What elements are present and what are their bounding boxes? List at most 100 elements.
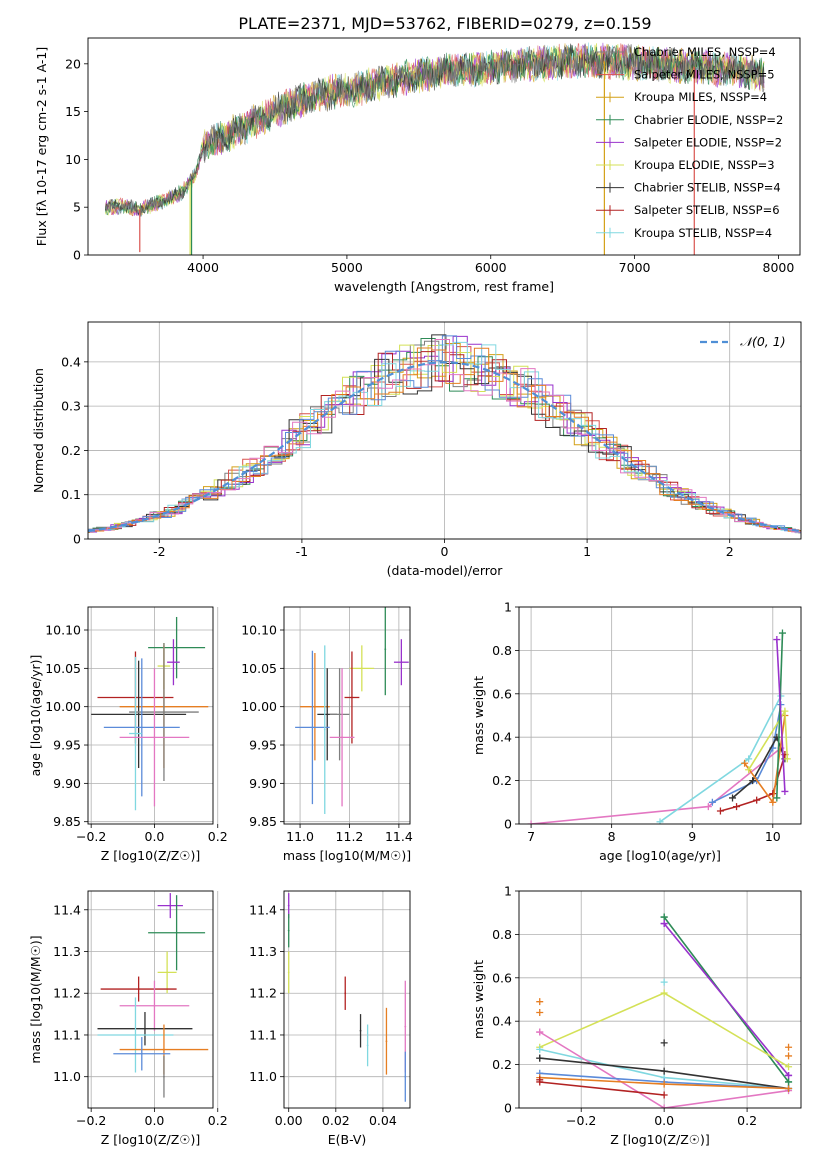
y-tick-label: 0.2 (492, 1057, 512, 1072)
age-vs-metallicity-panel: −0.2 0.0 0.2 9.85 9.90 9.95 10.00 10.05 10.10 Z [… (28, 606, 228, 863)
series-line (539, 1081, 665, 1096)
y-axis-label: mass [log10(M/M☉)] (28, 935, 43, 1063)
y-tick-label: 0.8 (492, 643, 512, 658)
series-marker (741, 759, 749, 767)
y-tick-label: 0.8 (492, 927, 512, 942)
x-tick-label: −0.2 (76, 1113, 106, 1128)
y-tick-label: 11.0 (249, 1069, 277, 1084)
data-point (311, 726, 314, 729)
axes-frame (518, 890, 802, 1109)
series-marker (778, 629, 786, 637)
weight-vs-age-panel: 7 8 9 10 0 0.2 0.4 0.6 0.8 1 age [log10(age/yr)] ma… (471, 600, 802, 863)
x-tick-label: 5000 (331, 260, 363, 275)
series-marker (660, 1104, 668, 1108)
point-marker (785, 1043, 793, 1051)
data-point (404, 1075, 407, 1078)
x-tick-label: 2 (726, 544, 734, 559)
series-marker (769, 798, 777, 806)
data-point (169, 904, 172, 907)
y-tick-label: 11.4 (249, 902, 277, 917)
legend-entry: Salpeter STELIB, NSSP=6 (634, 203, 780, 217)
x-tick-label: 1 (583, 544, 591, 559)
y-tick-label: 10.00 (45, 699, 81, 714)
series-marker (773, 794, 781, 802)
series-marker (729, 794, 737, 802)
x-tick-label: 0.02 (322, 1113, 350, 1128)
x-tick-label: 0 (441, 544, 449, 559)
y-tick-label: 11.1 (53, 1027, 81, 1042)
figure-title: PLATE=2371, MJD=53762, FIBERID=0279, z=0… (238, 14, 651, 33)
y-tick-label: 0.2 (61, 443, 81, 458)
x-tick-label: 0.0 (145, 1113, 165, 1128)
series-line (712, 704, 782, 804)
y-tick-label: 5 (73, 200, 81, 215)
axes-frame (518, 606, 802, 825)
x-tick-label: -1 (296, 544, 308, 559)
point-marker (536, 1009, 544, 1017)
y-tick-label: 11.4 (53, 902, 81, 917)
mass-vs-metallicity-panel: −0.2 0.0 0.2 11.0 11.1 11.2 11.3 11.4 Z [log10(Z… (28, 890, 228, 1147)
legend-entry: Chabrier ELODIE, NSSP=2 (634, 113, 783, 127)
x-tick-label: 8000 (763, 260, 795, 275)
data-point (153, 1004, 156, 1007)
y-tick-label: 10.00 (241, 699, 277, 714)
point-marker (660, 920, 668, 928)
axes-frame (87, 890, 214, 1109)
weight-vs-metallicity-panel: −0.2 0.0 0.2 0 0.2 0.4 0.6 0.8 1 Z [log10(Z/Z☉)] m… (471, 884, 802, 1147)
y-tick-label: 9.90 (53, 776, 81, 791)
y-tick-label: 0.2 (492, 773, 512, 788)
x-axis-label: Z [log10(Z/Z☉)] (101, 1132, 201, 1147)
data-point (175, 646, 178, 649)
data-point (404, 1025, 407, 1028)
x-tick-label: 0.2 (208, 829, 228, 844)
y-tick-label: 0.4 (61, 354, 81, 369)
y-tick-label: 11.2 (249, 986, 277, 1001)
axes-frame (87, 37, 801, 256)
series-marker (745, 766, 753, 774)
legend-entry: Kroupa ELODIE, NSSP=3 (634, 158, 775, 172)
series-line (776, 639, 786, 792)
series-marker (733, 803, 741, 811)
x-tick-label: −0.2 (76, 829, 106, 844)
y-tick-label: 1 (504, 884, 512, 899)
mass-vs-ebv-panel: 0.00 0.02 0.04 11.0 11.1 11.2 11.3 11.4 E(B-V) (249, 890, 411, 1147)
y-tick-label: 0 (73, 248, 81, 263)
data-point (359, 1029, 362, 1032)
y-tick-label: 10.05 (241, 661, 277, 676)
data-point (172, 661, 175, 664)
x-tick-label: -2 (153, 544, 165, 559)
series-marker (783, 755, 791, 763)
point-marker (660, 913, 668, 921)
point-marker (785, 1052, 793, 1060)
series-marker (708, 798, 716, 806)
series-marker (660, 989, 668, 997)
data-point (400, 661, 403, 664)
series-marker (785, 1063, 793, 1071)
x-tick-label: 0.0 (654, 1113, 674, 1128)
point-marker (536, 1054, 544, 1062)
point-marker (785, 1078, 793, 1086)
series-marker (716, 807, 724, 815)
y-tick-label: 1 (504, 600, 512, 615)
histogram-step (88, 335, 801, 534)
data-point (366, 1044, 369, 1047)
x-axis-label: wavelength [Angstrom, rest frame] (334, 279, 554, 294)
series-line (776, 632, 784, 799)
data-point (385, 1040, 388, 1043)
y-axis-label: Flux [fλ 10-17 erg cm-2 s-1 A-1] (34, 47, 49, 247)
x-tick-label: 11.4 (385, 829, 413, 844)
x-tick-label: 0.04 (369, 1113, 397, 1128)
series-marker (660, 1091, 668, 1099)
y-tick-label: 0.6 (492, 970, 512, 985)
y-tick-label: 10.05 (45, 661, 81, 676)
y-tick-label: 20 (65, 56, 81, 71)
x-tick-label: 4000 (187, 260, 219, 275)
data-point (144, 1027, 146, 1030)
data-point (384, 648, 387, 651)
data-point (140, 1052, 143, 1055)
y-tick-label: 0.1 (61, 487, 81, 502)
data-point (287, 971, 290, 974)
series-marker (781, 787, 789, 795)
series-marker (781, 707, 789, 715)
